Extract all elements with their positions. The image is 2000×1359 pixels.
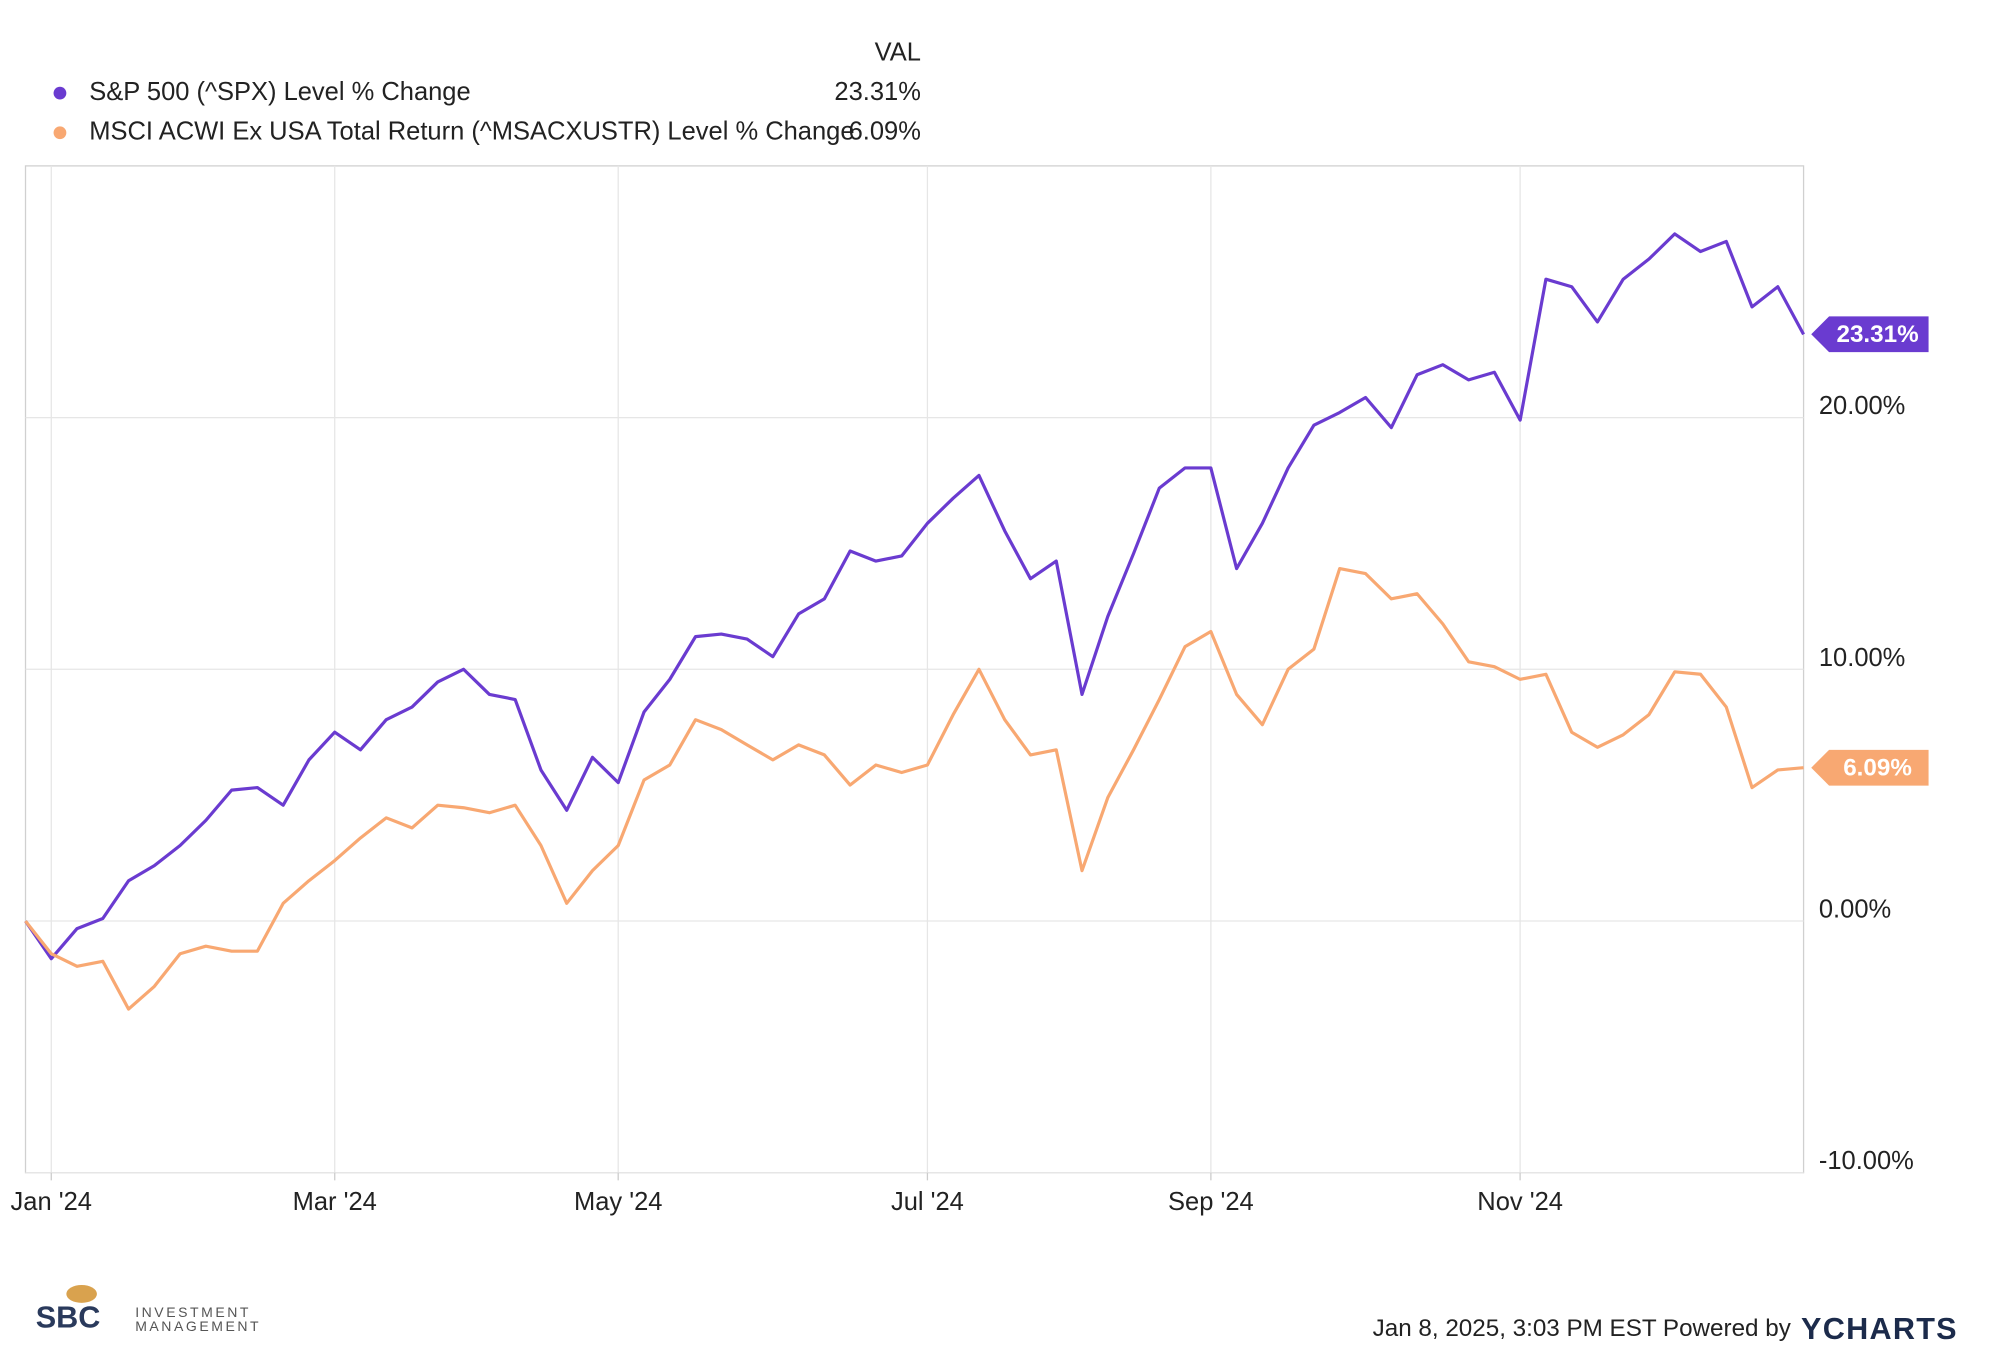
series-line — [24, 567, 1804, 1011]
footer: Jan 8, 2025, 3:03 PM EST Powered by YCHA… — [1373, 1312, 1958, 1346]
end-tag — [1811, 749, 1929, 786]
legend-swatch — [53, 126, 67, 140]
logo-line: INVESTMENT — [135, 1304, 251, 1320]
x-tick-label: May '24 — [574, 1188, 662, 1216]
legend-value: 6.09% — [849, 117, 921, 145]
legend-value: 23.31% — [834, 78, 920, 106]
logo: SBC INVESTMENT MANAGEMENT — [36, 1284, 261, 1335]
x-tick-label: Mar '24 — [293, 1188, 377, 1216]
legend-swatch — [53, 86, 67, 100]
end-tag-label: 6.09% — [1843, 754, 1912, 781]
x-tick-label: Jul '24 — [891, 1188, 964, 1216]
y-tick-label: 20.00% — [1819, 392, 1905, 420]
x-tick-label: Nov '24 — [1477, 1188, 1563, 1216]
legend-label: MSCI ACWI Ex USA Total Return (^MSACXUST… — [89, 117, 854, 145]
end-tag — [1811, 316, 1929, 353]
y-tick-label: -10.00% — [1819, 1147, 1914, 1175]
logo-emblem — [66, 1284, 97, 1303]
y-tick-label: 0.00% — [1819, 896, 1891, 924]
legend-header: VAL — [875, 38, 921, 66]
end-tag-label: 23.31% — [1836, 321, 1918, 348]
brand: YCHARTS — [1801, 1312, 1958, 1346]
logo-name: SBC — [36, 1301, 101, 1335]
x-tick-label: Sep '24 — [1168, 1188, 1254, 1216]
logo-line: MANAGEMENT — [135, 1318, 261, 1334]
y-tick-label: 10.00% — [1819, 644, 1905, 672]
series-line — [24, 232, 1805, 961]
timestamp: Jan 8, 2025, 3:03 PM EST Powered by — [1373, 1315, 1792, 1342]
x-tick-label: Jan '24 — [11, 1188, 92, 1216]
legend-label: S&P 500 (^SPX) Level % Change — [89, 78, 470, 106]
